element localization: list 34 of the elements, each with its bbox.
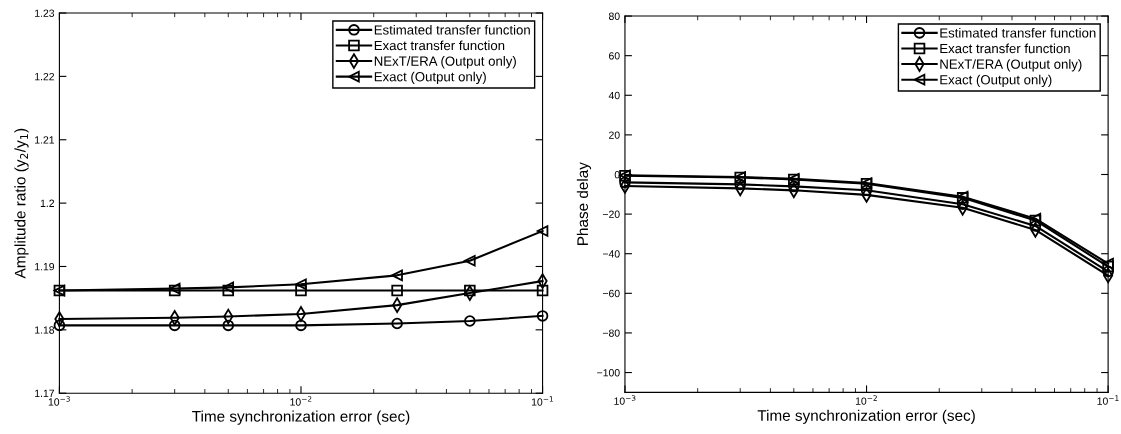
legend-label: NExT/ERA (Output only) <box>940 59 1082 72</box>
legend-label: Exact transfer function <box>374 40 505 51</box>
legend-label: Estimated transfer function <box>374 24 530 35</box>
legend-label: NExT/ERA (Output only) <box>374 56 516 69</box>
legend-label: Exact (Output only) <box>940 74 1052 88</box>
y-tick-label: 1.19 <box>35 262 55 271</box>
y-tick-label: 1.21 <box>35 136 55 144</box>
y-tick-label: −100 <box>597 369 620 377</box>
x-tick-label: 10$^{−3}$ <box>48 396 70 406</box>
y-tick-label: −80 <box>602 329 620 337</box>
x-tick-label: 10$^{−2}$ <box>290 396 312 406</box>
x-tick-label: 10$^{−2}$ <box>855 395 877 405</box>
y-tick-label: 1.22 <box>35 72 55 81</box>
legend-label: Estimated transfer function <box>940 27 1096 38</box>
y-tick-label: 1.18 <box>35 326 55 334</box>
y-axis-title: Amplitude ratio (y$_{2}$/y$_{1}$) <box>14 128 29 279</box>
y-tick-label: 80 <box>608 12 620 20</box>
x-tick-label: 10$^{−3}$ <box>614 395 636 405</box>
legend-label: Exact (Output only) <box>374 71 486 84</box>
legend-label: Exact transfer function <box>940 43 1070 54</box>
y-tick-label: 20 <box>609 131 620 139</box>
y-tick-label: 60 <box>609 52 620 60</box>
x-tick-label: 10$^{−1}$ <box>531 396 553 406</box>
y-tick-label: −40 <box>602 250 620 258</box>
x-axis-title: Time synchronization error (sec) <box>192 410 410 425</box>
y-tick-label: −20 <box>602 210 620 218</box>
y-tick-label: 40 <box>608 91 620 100</box>
y-tick-label: 1.2 <box>40 199 55 207</box>
y-tick-label: 1.23 <box>35 9 55 17</box>
y-tick-label: −60 <box>602 289 620 298</box>
y-tick-label: 1.17 <box>35 389 55 397</box>
x-axis-title: Time synchronization error (sec) <box>757 409 975 424</box>
x-tick-label: 10$^{−1}$ <box>1097 395 1119 405</box>
y-axis-title: Phase delay <box>576 162 592 245</box>
